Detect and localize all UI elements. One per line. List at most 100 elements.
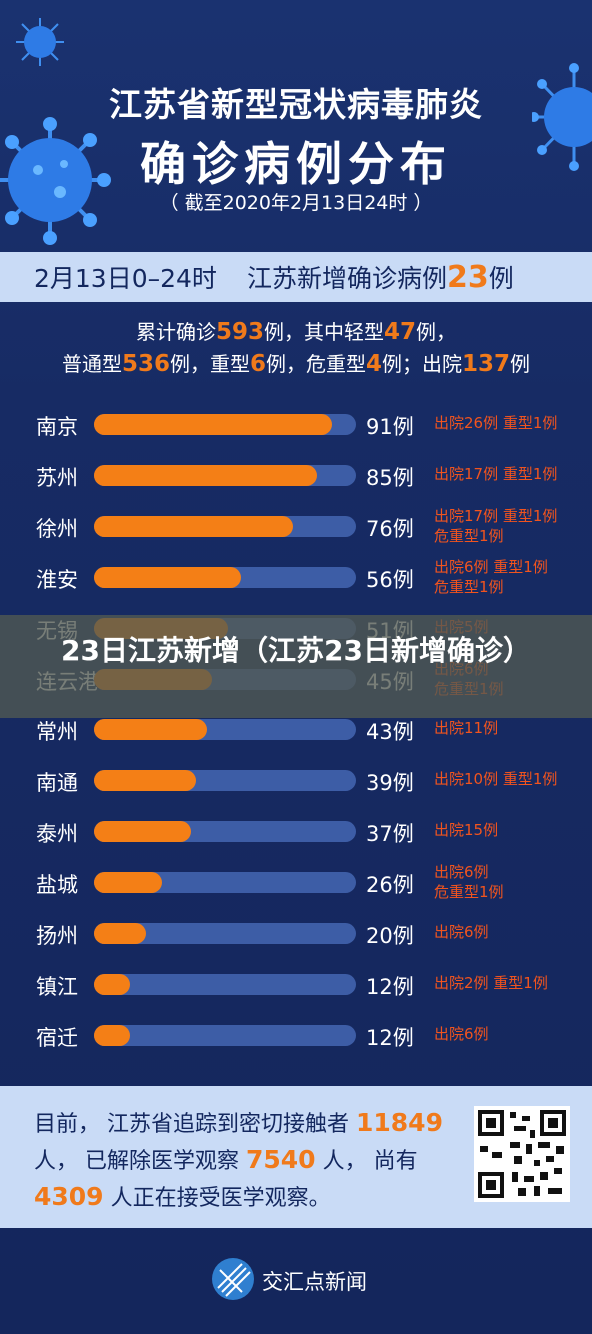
bar [94, 923, 147, 944]
city-label: 南京 [36, 415, 78, 439]
title-line-1: 江苏省新型冠状病毒肺炎 [109, 85, 483, 124]
tracing-line-2: 人， 已解除医学观察 7540 人， 尚有 [34, 1145, 418, 1174]
bar-track [94, 515, 356, 537]
mild-count: 47 [384, 319, 417, 345]
overlay-title: 23日江苏新增（江苏23日新增确诊） [61, 634, 531, 667]
under-observation-count: 4309 [34, 1182, 104, 1211]
close-contacts-count: 11849 [356, 1108, 443, 1137]
severe-count: 6 [249, 351, 266, 377]
bar-track [94, 719, 356, 741]
status-note: 出院6例 [434, 922, 584, 942]
virus-icon [0, 117, 111, 245]
bar [94, 1024, 130, 1046]
status-note-line: 危重型1例 [434, 577, 504, 596]
status-note: 出院15例 [434, 820, 584, 840]
status-note: 出院2例 重型1例 [434, 973, 584, 993]
status-note-line: 危重型1例 [434, 526, 504, 545]
discharged-count: 137 [462, 351, 511, 377]
bar-track [94, 464, 356, 486]
headline-overlay [0, 615, 592, 718]
bar-row: 淮安 56例 出院6例 重型1例 危重型1例 [0, 556, 592, 596]
city-label: 徐州 [36, 516, 78, 541]
bar [94, 872, 163, 894]
city-label: 苏州 [36, 465, 78, 490]
virus-icon [16, 18, 64, 66]
status-note-line: 出院17例 重型1例 [434, 464, 558, 483]
value-label: 76例 [366, 516, 414, 541]
bar-track [94, 1024, 356, 1046]
new-cases-number: 23 [446, 260, 489, 295]
bar-row: 扬州 20例 出院6例 [0, 912, 592, 952]
value-label: 85例 [366, 465, 414, 490]
bar-row: 苏州 85例 出院17例 重型1例 [0, 454, 592, 494]
bar-row: 盐城 26例 出院6例 危重型1例 [0, 861, 592, 901]
value-label: 91例 [366, 415, 414, 439]
status-note-line: 出院11例 [434, 719, 499, 738]
bar [94, 515, 294, 537]
critical-count: 4 [366, 351, 383, 377]
bar-track [94, 770, 356, 792]
banner-headline: 江苏新增确诊病例23例 [246, 260, 514, 295]
virus-icon [532, 63, 592, 171]
bar-row: 常州 43例 出院11例 [0, 708, 592, 748]
brand-logo-icon [212, 1258, 254, 1300]
status-note-line: 出院17例 重型1例 [434, 506, 558, 525]
bar-row: 南通 39例 出院10例 重型1例 [0, 759, 592, 799]
bar-row: 宿迁 12例 出院6例 [0, 1014, 592, 1054]
city-label: 扬州 [36, 924, 78, 948]
daily-banner: 2月13日0–24时 江苏新增确诊病例23例 [0, 252, 592, 302]
status-note: 出院11例 [434, 718, 584, 738]
bar [94, 719, 207, 741]
city-label: 宿迁 [36, 1025, 78, 1050]
status-note-line: 出院10例 重型1例 [434, 770, 558, 789]
tracing-line-1: 目前， 江苏省追踪到密切接触者 11849 [34, 1108, 443, 1137]
tracing-line-3: 4309 人正在接受医学观察。 [34, 1182, 331, 1211]
total-confirmed: 593 [215, 319, 264, 345]
value-label: 39例 [366, 771, 414, 796]
bar [94, 973, 130, 995]
bar-track [94, 872, 356, 894]
brand-name: 交汇点新闻 [262, 1270, 367, 1294]
summary-line-2: 普通型536例，重型6例，危重型4例；出院137例 [61, 351, 531, 377]
bar-row: 镇江 12例 出院2例 重型1例 [0, 963, 592, 1003]
status-note: 出院6例 [434, 1024, 584, 1044]
bar-track [94, 973, 356, 995]
bar [94, 464, 317, 486]
bar-row: 泰州 37例 出院15例 [0, 810, 592, 850]
common-count: 536 [121, 351, 170, 377]
banner-date: 2月13日0–24时 [34, 264, 217, 293]
status-note-line: 危重型1例 [434, 883, 504, 902]
date-caption: （ 截至2020年2月13日24时 ） [159, 192, 433, 214]
title-line-2: 确诊病例分布 [140, 137, 452, 191]
status-note-line: 出院6例 [434, 1024, 489, 1043]
status-note: 出院17例 重型1例 危重型1例 [434, 506, 584, 546]
released-count: 7540 [246, 1145, 316, 1174]
value-label: 12例 [366, 974, 414, 999]
qr-code-icon[interactable] [474, 1106, 570, 1202]
city-label: 南通 [36, 771, 78, 796]
bar-track [94, 566, 356, 588]
value-label: 56例 [366, 567, 414, 592]
city-label: 盐城 [36, 873, 78, 898]
value-label: 43例 [366, 720, 414, 745]
status-note-line: 出院6例 重型1例 [434, 557, 548, 576]
city-label: 淮安 [36, 567, 78, 592]
status-note-line: 出院15例 [434, 821, 499, 840]
summary-line-1: 累计确诊593例，其中轻型47例， [135, 319, 457, 345]
bar-track [94, 923, 356, 944]
value-label: 20例 [366, 924, 414, 948]
status-note-line: 出院26例 重型1例 [434, 414, 558, 432]
value-label: 26例 [366, 873, 414, 898]
city-label: 常州 [36, 720, 78, 745]
status-note-line: 出院2例 重型1例 [434, 973, 548, 992]
bar [94, 770, 197, 792]
city-label: 泰州 [36, 822, 78, 847]
status-note: 出院10例 重型1例 [434, 769, 584, 789]
bar [94, 414, 333, 435]
bar-track [94, 821, 356, 843]
bar [94, 821, 191, 843]
status-note-line: 出院6例 [434, 923, 489, 941]
status-note: 出院6例 重型1例 危重型1例 [434, 557, 584, 597]
bar-track [94, 414, 356, 435]
